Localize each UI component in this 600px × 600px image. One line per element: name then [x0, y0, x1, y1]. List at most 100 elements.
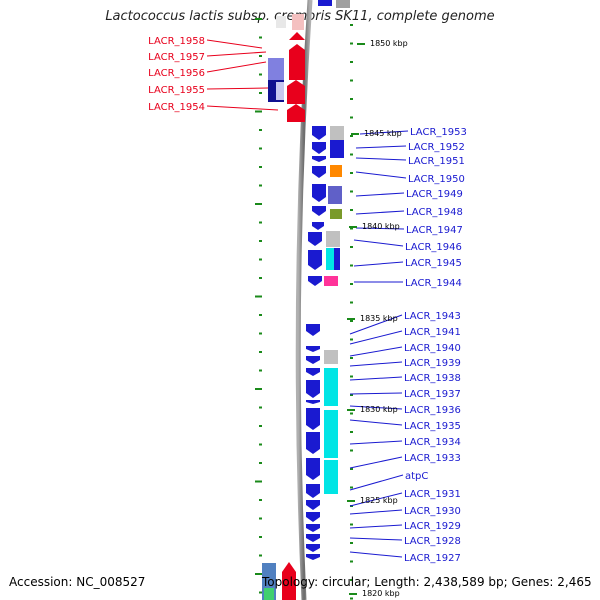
- gene-label-right[interactable]: LACR_1939: [404, 358, 461, 369]
- gene-label-right[interactable]: LACR_1938: [404, 373, 461, 384]
- gene-arrow-reverse[interactable]: [306, 544, 320, 552]
- gene-arrow-reverse[interactable]: [312, 222, 324, 230]
- gene-feature-1955[interactable]: [287, 80, 305, 104]
- gene-feature-1956[interactable]: [289, 50, 305, 80]
- tick-dot: [259, 536, 262, 538]
- gene-label-right[interactable]: LACR_1949: [406, 189, 463, 200]
- gene-feature-magenta[interactable]: [324, 276, 338, 286]
- gene-arrow-reverse[interactable]: [312, 156, 326, 162]
- gene-feature-blue-3[interactable]: [334, 248, 340, 270]
- gene-label-left[interactable]: LACR_1956: [148, 68, 205, 79]
- gene-arrow-reverse[interactable]: [306, 484, 320, 498]
- gene-label-leader: [355, 145, 407, 149]
- gene-label-right[interactable]: LACR_1936: [404, 405, 461, 416]
- gene-label-right[interactable]: LACR_1931: [404, 489, 461, 500]
- gene-feature-cyan-1[interactable]: [326, 248, 334, 270]
- gene-label-right[interactable]: LACR_1930: [404, 506, 461, 517]
- gene-label-right[interactable]: LACR_1928: [404, 536, 461, 547]
- gene-feature-1954[interactable]: [287, 104, 305, 122]
- gene-label-leader: [206, 39, 263, 49]
- tick-dot: [350, 153, 353, 156]
- gene-arrow-reverse[interactable]: [306, 432, 320, 454]
- gene-arrow-reverse[interactable]: [308, 250, 322, 270]
- gene-feature-grey-1[interactable]: [330, 126, 344, 140]
- gene-label-left[interactable]: LACR_1955: [148, 85, 205, 96]
- tick-dot: [350, 135, 353, 137]
- gene-feature-1956-arrow[interactable]: [289, 44, 305, 50]
- gene-arrow-reverse[interactable]: [306, 534, 320, 542]
- gene-arrow-reverse[interactable]: [306, 356, 320, 364]
- gene-feature-cyan-2[interactable]: [324, 368, 338, 406]
- gene-arrow-reverse[interactable]: [312, 184, 326, 202]
- gene-label-right[interactable]: LACR_1935: [404, 421, 461, 432]
- gene-label-leader: [206, 61, 267, 73]
- gene-arrow-reverse[interactable]: [306, 346, 320, 352]
- gene-label-leader: [206, 51, 267, 57]
- gene-feature-top-right[interactable]: [318, 0, 332, 6]
- gene-arrow-reverse[interactable]: [306, 458, 320, 480]
- tick-dot: [350, 116, 353, 119]
- gene-label-left[interactable]: LACR_1957: [148, 52, 205, 63]
- gene-arrow-reverse[interactable]: [312, 142, 326, 154]
- gene-label-left[interactable]: LACR_1958: [148, 36, 205, 47]
- gene-feature-1957[interactable]: [289, 32, 305, 40]
- gene-label-right[interactable]: LACR_1953: [410, 127, 467, 138]
- gene-feature-grey-2[interactable]: [326, 231, 340, 247]
- gene-feature-orange[interactable]: [330, 165, 342, 177]
- gene-feature-cyan-4[interactable]: [324, 460, 338, 494]
- gene-arrow-reverse[interactable]: [306, 500, 320, 510]
- gene-label-right[interactable]: LACR_1943: [404, 311, 461, 322]
- gene-feature-bottom-3[interactable]: [282, 562, 296, 600]
- gene-label-right[interactable]: atpC: [405, 471, 428, 482]
- gene-arrow-reverse[interactable]: [306, 400, 320, 404]
- gene-arrow-reverse[interactable]: [306, 324, 320, 336]
- gene-arrow-reverse[interactable]: [312, 206, 326, 216]
- gene-label-right[interactable]: LACR_1950: [408, 174, 465, 185]
- tick-dot: [255, 18, 262, 20]
- gene-feature-1958b[interactable]: [292, 14, 304, 30]
- gene-feature-olive[interactable]: [330, 209, 342, 219]
- gene-arrow-reverse[interactable]: [306, 408, 320, 430]
- gene-label-right[interactable]: LACR_1951: [408, 156, 465, 167]
- gene-label-right[interactable]: LACR_1944: [405, 278, 462, 289]
- tick-label: 1830 kbp: [360, 405, 398, 414]
- gene-label-leader: [349, 474, 404, 491]
- forward-strand-features: [268, 14, 305, 122]
- gene-feature-purple-3[interactable]: [276, 82, 284, 100]
- tick-dot: [255, 203, 262, 205]
- gene-arrow-reverse[interactable]: [306, 368, 320, 376]
- gene-feature-blue-2[interactable]: [330, 140, 344, 158]
- gene-arrow-reverse[interactable]: [306, 554, 320, 560]
- gene-label-right[interactable]: LACR_1947: [406, 225, 463, 236]
- gene-label-right[interactable]: LACR_1927: [404, 553, 461, 564]
- gene-feature-grey-3[interactable]: [324, 350, 338, 364]
- gene-label-right[interactable]: LACR_1945: [405, 258, 462, 269]
- gene-label-right[interactable]: LACR_1933: [404, 453, 461, 464]
- gene-feature-top-right-grey[interactable]: [336, 0, 350, 8]
- tick-dot: [350, 209, 353, 211]
- gene-arrow-reverse[interactable]: [306, 512, 320, 522]
- tick-dot: [350, 394, 353, 396]
- gene-arrow-reverse[interactable]: [312, 166, 326, 178]
- gene-label-right[interactable]: LACR_1934: [404, 437, 461, 448]
- gene-feature-bottom-2[interactable]: [264, 588, 274, 600]
- gene-label-right[interactable]: LACR_1937: [404, 389, 461, 400]
- gene-arrow-reverse[interactable]: [306, 524, 320, 532]
- gene-label-right[interactable]: LACR_1940: [404, 343, 461, 354]
- gene-arrow-reverse[interactable]: [312, 126, 326, 140]
- gene-arrow-reverse[interactable]: [308, 276, 322, 286]
- gene-feature-1958[interactable]: [276, 16, 286, 28]
- gene-feature-purple-4[interactable]: [328, 186, 342, 204]
- gene-label-right[interactable]: LACR_1946: [405, 242, 462, 253]
- gene-feature-purple-1[interactable]: [268, 58, 284, 80]
- tick-dot: [259, 443, 262, 446]
- gene-label-right[interactable]: LACR_1929: [404, 521, 461, 532]
- gene-arrow-reverse[interactable]: [308, 232, 322, 246]
- gene-feature-cyan-3[interactable]: [324, 410, 338, 458]
- gene-label-right[interactable]: LACR_1941: [404, 327, 461, 338]
- gene-label-right[interactable]: LACR_1952: [408, 142, 465, 153]
- gene-arrow-reverse[interactable]: [306, 380, 320, 398]
- gene-label-right[interactable]: LACR_1948: [406, 207, 463, 218]
- gene-label-left[interactable]: LACR_1954: [148, 102, 205, 113]
- gene-label-leader: [349, 492, 403, 507]
